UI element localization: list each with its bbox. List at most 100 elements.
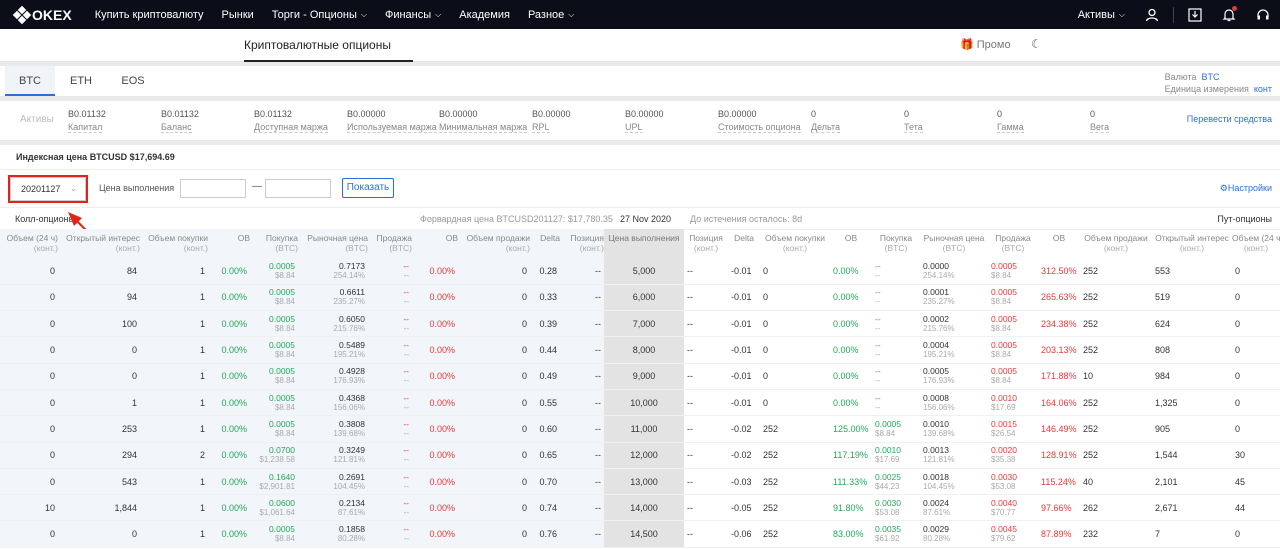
bid-price: 0.0005 <box>269 418 295 429</box>
bid-usd: $8.84 <box>274 297 295 307</box>
delta: 0.55 <box>539 397 557 408</box>
open-interest: 100 <box>121 318 137 329</box>
table-row[interactable]: 0 0 1 0.00% 0.0005 $8.84 0.1858 80.28% -- -- 0.00%… <box>0 520 1280 548</box>
bid-usd: $1,061.64 <box>259 507 295 517</box>
bid-usd: $17.69 <box>875 455 900 465</box>
asset-label[interactable]: Баланс <box>161 122 192 133</box>
table-row[interactable]: 0 0 1 0.00% 0.0005 $8.84 0.5489 195.21% -- -- 0.00… <box>0 336 1280 364</box>
headset-icon[interactable] <box>1246 0 1280 29</box>
column-header: Рыночная цена (BTC) <box>923 233 985 253</box>
bid-price: 0.0600 <box>269 497 295 508</box>
table-row[interactable]: 0 253 1 0.00% 0.0005 $8.84 0.3808 139.68% -- -- 0.… <box>0 415 1280 443</box>
nav-item-2[interactable]: Торги - Опционы ⌵ <box>271 8 367 21</box>
currency-settings: Валюта BTC Единица измерения конт <box>1164 72 1272 94</box>
page-title[interactable]: Криптовалютные опционы <box>244 29 413 62</box>
strike-label: Цена выполнения <box>99 183 175 193</box>
position: -- <box>595 450 601 461</box>
bid-size: 0 <box>763 345 769 356</box>
asset-label[interactable]: Используемая маржа <box>347 122 437 133</box>
table-row[interactable]: 0 0 1 0.00% 0.0005 $8.84 0.4928 176.93% -- -- 0.00… <box>0 363 1280 390</box>
table-row[interactable]: 0 84 1 0.00% 0.0005 $8.84 0.7173 254.14% -- -- 0.0… <box>0 258 1280 285</box>
asset-stat: B0.01132 Баланс <box>161 108 199 134</box>
delta: -0.02 <box>731 450 752 461</box>
ask-usd: $26.54 <box>991 428 1016 438</box>
user-icon[interactable] <box>1135 0 1169 29</box>
asset-label[interactable]: Дельта <box>811 122 841 133</box>
column-header: Открытый интерес (конт.) <box>1155 233 1229 253</box>
ask-price: -- <box>403 366 409 377</box>
ask-size: 252 <box>1083 265 1099 276</box>
show-button[interactable]: Показать <box>342 178 394 198</box>
asset-value: 0 <box>904 109 910 119</box>
delta: -0.01 <box>731 292 752 303</box>
transfer-link[interactable]: Перевести средства <box>1186 114 1272 124</box>
asset-stat: B0.00000 Используемая маржа <box>347 108 437 134</box>
okex-logo[interactable]: OKEX <box>12 5 72 24</box>
column-header: Объем продажи (конт.) <box>1084 233 1148 253</box>
bid-size: 1 <box>199 345 205 356</box>
tab-btc[interactable]: BTC <box>5 66 55 96</box>
asset-label[interactable]: Тета <box>904 122 923 133</box>
ask-price: 0.0040 <box>991 497 1017 508</box>
asset-stat: B0.00000 RPL <box>532 108 571 134</box>
nav-item-4[interactable]: Академия <box>459 8 510 21</box>
bid-usd: $1,238.58 <box>259 455 295 465</box>
settings-link[interactable]: ⚙Настройки <box>1219 183 1272 193</box>
assets-menu[interactable]: Активы ⌵ <box>1077 8 1125 21</box>
mark-iv: 195.21% <box>333 350 365 360</box>
asset-label[interactable]: Капитал <box>68 122 103 133</box>
nav-item-1[interactable]: Рынки <box>221 8 254 21</box>
promo-link[interactable]: 🎁 Промо <box>960 39 1011 51</box>
divider <box>0 97 1280 101</box>
asset-label[interactable]: Доступная маржа <box>254 122 328 133</box>
delta: -0.01 <box>731 371 752 382</box>
nav-item-3[interactable]: Финансы ⌵ <box>384 8 442 21</box>
theme-toggle-icon[interactable]: ☾ <box>1031 37 1042 51</box>
open-interest: 519 <box>1155 292 1171 303</box>
download-icon[interactable] <box>1178 0 1212 29</box>
volume-24h: 0 <box>1235 292 1241 303</box>
asset-stat: 0 Гамма <box>997 108 1024 134</box>
table-row[interactable]: 0 100 1 0.00% 0.0005 $8.84 0.6050 215.76% -- -- 0.… <box>0 310 1280 338</box>
asset-label[interactable]: Минимальная маржа <box>439 122 528 133</box>
unit-value[interactable]: конт <box>1253 84 1272 94</box>
tab-eos[interactable]: EOS <box>121 75 145 87</box>
table-row[interactable]: 0 94 1 0.00% 0.0005 $8.84 0.6611 235.27% -- -- 0.0… <box>0 284 1280 312</box>
table-row[interactable]: 0 294 2 0.00% 0.0700 $1,238.58 0.3249 121.81% --… <box>0 442 1280 469</box>
asset-label[interactable]: Вега <box>1090 122 1110 133</box>
asset-label[interactable]: RPL <box>532 122 550 133</box>
nav-item-5[interactable]: Разное ⌵ <box>527 8 575 21</box>
ask-price: 0.0030 <box>991 471 1017 482</box>
column-header: Рыночная цена (BTC) <box>298 229 368 258</box>
strike-max-input[interactable] <box>265 179 331 198</box>
mark-iv: 104.45% <box>333 481 365 491</box>
ask-usd: -- <box>403 323 409 333</box>
mark-price: 0.2691 <box>339 471 365 482</box>
asset-label[interactable]: UPL <box>625 122 643 133</box>
delta: -0.06 <box>731 529 752 540</box>
bid-usd: $8.84 <box>274 376 295 386</box>
strike-min-input[interactable] <box>180 179 246 198</box>
table-row[interactable]: 10 1,844 1 0.00% 0.0600 $1,061.64 0.2134 87.61%… <box>0 494 1280 522</box>
ask-size: 0 <box>521 502 527 513</box>
tab-eth[interactable]: ETH <box>70 75 92 87</box>
mark-price: 0.0001 <box>923 287 949 298</box>
asset-label[interactable]: Гамма <box>997 122 1024 133</box>
column-header: Delta <box>530 229 560 258</box>
asset-value: 0 <box>1090 109 1096 119</box>
expiry-date-select[interactable]: 20201127 ⌄ <box>10 177 86 201</box>
table-row[interactable]: 0 1 1 0.00% 0.0005 $8.84 0.4368 156.06% -- -- 0.00… <box>0 389 1280 417</box>
position: -- <box>687 529 693 540</box>
bid-size: 252 <box>763 450 779 461</box>
asset-label[interactable]: Стоимость опциона <box>718 122 801 133</box>
bid-size: 0 <box>763 292 769 303</box>
strike-price: 14,000 <box>630 502 658 513</box>
bid-usd: -- <box>875 402 881 412</box>
nav-item-0[interactable]: Купить криптовалюту <box>94 8 204 21</box>
bid-price: 0.0005 <box>269 260 295 271</box>
bell-icon[interactable] <box>1212 0 1246 29</box>
ask-price: -- <box>403 497 409 508</box>
bid-usd: $8.84 <box>274 323 295 333</box>
table-row[interactable]: 0 543 1 0.00% 0.1640 $2,901.81 0.2691 104.45% --… <box>0 468 1280 496</box>
currency-value[interactable]: BTC <box>1201 72 1220 82</box>
